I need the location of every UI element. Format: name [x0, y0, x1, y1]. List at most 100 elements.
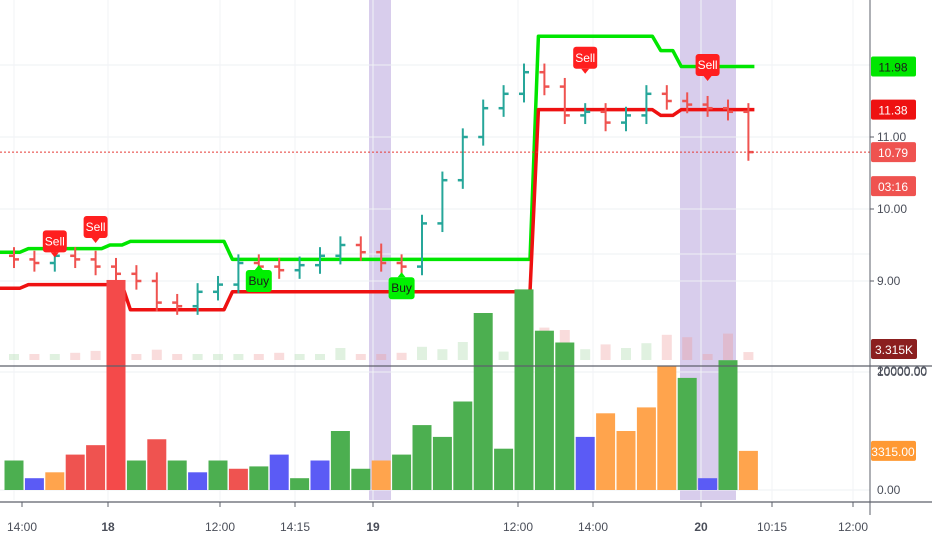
bg-volume-bar: [396, 352, 407, 360]
price-candles: [9, 63, 754, 315]
volume-bar: [494, 448, 514, 490]
sell-marker-text: Sell: [698, 58, 718, 72]
price-tick-label: 10.00: [877, 202, 907, 216]
time-tick-label: 10:15: [757, 520, 787, 534]
time-tick-label: 18: [101, 520, 115, 534]
sell-signal-4: Sell: [573, 46, 598, 74]
bg-volume-bar: [253, 354, 264, 360]
price-label-box: [871, 99, 916, 120]
countdown-text: 03:16: [878, 180, 908, 194]
bg-volume-bar: [437, 349, 448, 360]
bg-volume-bar: [661, 334, 672, 360]
sell-marker-text: Sell: [575, 51, 595, 65]
sell-signal-5: Sell: [695, 54, 720, 81]
bg-volume-bar: [192, 354, 203, 360]
buy-signal-2: Buy: [245, 265, 272, 292]
volume-bar: [4, 460, 24, 490]
volume-bar: [330, 431, 350, 490]
volume-bar: [555, 342, 575, 490]
volume-bar: [575, 436, 595, 490]
buy-signal-3: Buy: [388, 272, 415, 300]
volume-bar: [147, 439, 167, 490]
buy-marker-box: [245, 270, 272, 292]
volume-bar: [738, 450, 758, 490]
price-label-box: [871, 56, 916, 77]
sell-signal-1: Sell: [83, 216, 108, 243]
volume-bar: [269, 454, 289, 490]
sell-marker-box: [573, 46, 598, 69]
volume-bar: [371, 460, 391, 490]
volume-bar: [412, 425, 432, 490]
bg-volume-bar: [723, 333, 733, 360]
time-tick-label: 20: [694, 520, 708, 534]
volume-bar: [453, 401, 473, 490]
time-tick-label: 19: [366, 520, 380, 534]
bg-volume-bar: [376, 354, 387, 360]
time-tick-label: 14:00: [7, 520, 37, 534]
price-labels: 11.98 11.38 10.79 03:16 3.315K 3315.00: [871, 56, 917, 461]
sell-marker-pointer: [50, 252, 59, 258]
bg-volume-bar: [335, 348, 346, 360]
bg-volume-bar: [151, 349, 162, 360]
bg-volume-bar: [498, 351, 509, 360]
bg-volume-bar: [621, 348, 631, 360]
volume-bar: [228, 468, 248, 490]
price-label-text: 11.98: [878, 60, 907, 74]
volume-bar: [208, 460, 228, 490]
bg-volume-bar: [417, 346, 427, 360]
sell-marker-pointer: [703, 76, 712, 81]
buy-marker-pointer: [254, 265, 263, 270]
price-tick-label: 9.00: [877, 274, 901, 288]
bg-volume-bar: [233, 354, 244, 360]
bg-volume-bar: [702, 354, 713, 360]
sell-marker-pointer: [91, 238, 100, 243]
volume-bar: [657, 366, 677, 490]
volume-bar: [126, 460, 146, 490]
bg-volume-bar: [9, 354, 19, 360]
volume-bar: [616, 431, 636, 490]
volume-tick-label: 20000.00: [877, 364, 927, 378]
volume-tag-text: 3.315K: [875, 343, 913, 357]
sell-marker-text: Sell: [45, 234, 65, 248]
price-label-text: 10.79: [878, 146, 908, 160]
grid-lines: [0, 0, 870, 500]
bg-volume-bar: [172, 354, 183, 360]
volume-bar: [351, 468, 371, 490]
time-tick-label: 14:15: [280, 520, 310, 534]
bg-volume-bar: [315, 354, 325, 360]
volume-last-label-box: [871, 440, 916, 461]
volume-last-label-text: 3315.00: [871, 445, 915, 459]
price-label-box: [871, 142, 916, 163]
buy-marker-text: Buy: [391, 281, 412, 295]
countdown-box: [871, 176, 916, 197]
volume-bar: [636, 407, 656, 490]
buy-marker-box: [388, 277, 415, 300]
bg-volume-bar: [682, 337, 693, 360]
buy-marker-pointer: [397, 272, 406, 278]
bg-volume-bar: [274, 352, 285, 360]
time-tick-label: 14:00: [578, 520, 608, 534]
sell-signal-0: Sell: [42, 230, 67, 258]
price-tick-label: 11.00: [877, 130, 906, 144]
bg-volume-bar: [743, 352, 754, 360]
volume-bar: [718, 360, 738, 490]
volume-bar: [698, 478, 718, 490]
bg-volume-bar: [70, 352, 81, 360]
volume-tick-label: 10000.00: [877, 365, 927, 379]
upper-band-line: [0, 34, 755, 262]
signal-markers: Sell Sell Buy Buy Sell Sell: [42, 46, 720, 300]
volume-bar: [392, 454, 412, 490]
sell-marker-box: [42, 230, 67, 253]
volume-bar: [677, 377, 697, 490]
volume-bar: [167, 460, 187, 490]
bg-volume-bar: [90, 350, 101, 360]
sell-marker-pointer: [581, 68, 590, 74]
volume-panel: [4, 279, 758, 490]
bg-volume-bar: [457, 342, 468, 360]
volume-bar: [473, 313, 493, 490]
volume-bar: [534, 330, 554, 490]
volume-bar: [514, 289, 534, 490]
volume-bar: [310, 460, 330, 490]
time-tick-label: 12:00: [838, 520, 868, 534]
